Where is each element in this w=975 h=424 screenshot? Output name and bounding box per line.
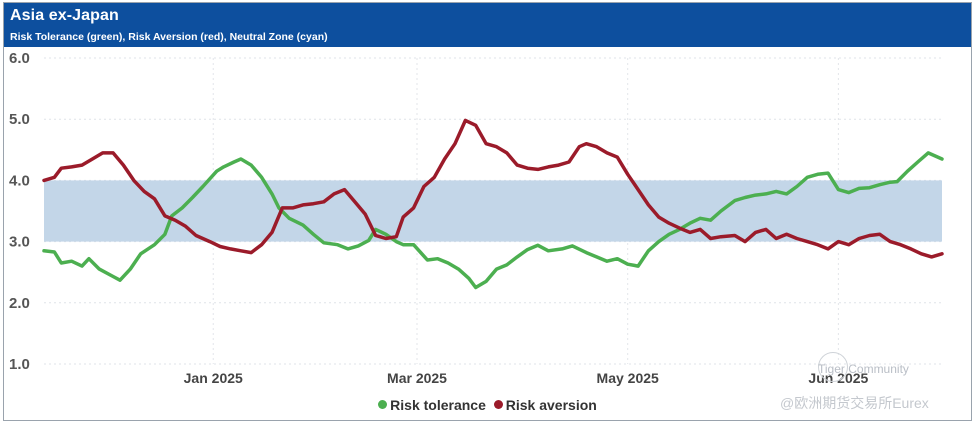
x-axis-ticks: Jan 2025 Mar 2025 May 2025 Jun 2025 [184, 370, 869, 386]
risk-tolerance-line [42, 151, 944, 290]
chart-title: Asia ex-Japan [10, 7, 119, 24]
watermark-source: @欧洲期货交易所Eurex [780, 395, 929, 411]
chart-header: Asia ex-Japan Risk Tolerance (green), Ri… [4, 3, 971, 47]
series-lines [42, 118, 944, 290]
y-axis-ticks: 6.0 5.0 4.0 3.0 2.0 1.0 [9, 50, 30, 373]
legend-item-aversion[interactable]: Risk aversion [493, 396, 597, 413]
y-tick-label: 5.0 [9, 111, 30, 128]
y-tick-label: 6.0 [9, 50, 30, 67]
chart-subtitle: Risk Tolerance (green), Risk Aversion (r… [10, 31, 328, 43]
y-tick-label: 2.0 [9, 295, 30, 312]
grid-lines [44, 57, 942, 365]
legend-label-tolerance: Risk tolerance [390, 396, 486, 413]
x-tick-label: Jan 2025 [184, 370, 243, 386]
x-tick-label: May 2025 [597, 370, 659, 386]
legend-item-tolerance[interactable]: Risk tolerance [378, 397, 486, 413]
legend: Risk tolerance Risk aversion [0, 396, 975, 413]
legend-dot-tolerance-icon [378, 400, 388, 409]
y-tick-label: 1.0 [9, 356, 30, 373]
watermark-brand: Tiger Community [818, 362, 909, 376]
risk-aversion-line [42, 118, 944, 259]
legend-dot-aversion-icon [493, 400, 503, 409]
y-tick-label: 4.0 [9, 172, 30, 189]
legend-label-aversion: Risk aversion [505, 396, 597, 413]
tiger-logo-icon [818, 352, 848, 382]
y-tick-label: 3.0 [9, 234, 30, 251]
x-tick-label: Mar 2025 [387, 370, 447, 386]
